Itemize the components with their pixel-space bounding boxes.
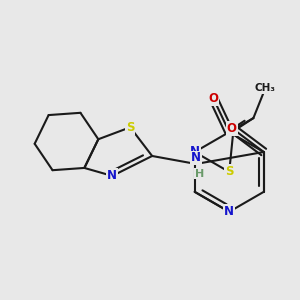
Text: N: N [190, 146, 200, 158]
Text: H: H [194, 169, 204, 179]
Text: CH₃: CH₃ [255, 83, 276, 93]
Text: O: O [227, 122, 237, 135]
Text: N: N [224, 205, 234, 218]
Text: N: N [191, 152, 201, 164]
Text: S: S [126, 121, 134, 134]
Text: O: O [208, 92, 218, 105]
Text: S: S [225, 165, 233, 178]
Text: N: N [107, 169, 117, 182]
